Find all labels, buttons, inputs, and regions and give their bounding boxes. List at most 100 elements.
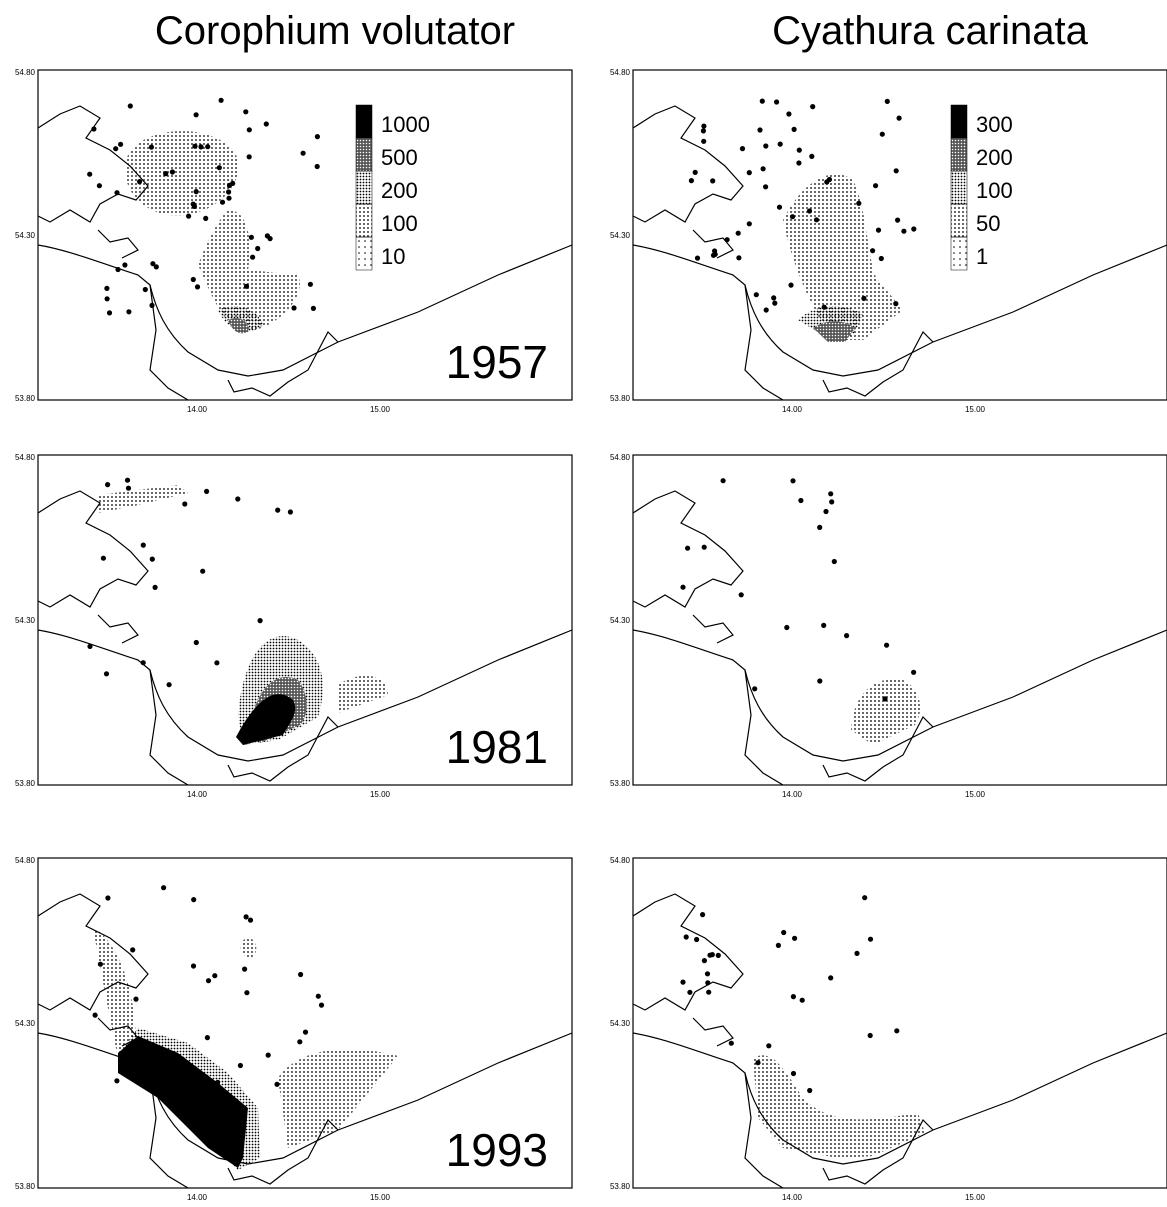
station: [163, 171, 168, 176]
station: [721, 478, 726, 483]
station: [747, 170, 752, 175]
station: [311, 306, 316, 311]
station: [884, 643, 889, 648]
density-area: [851, 679, 920, 745]
y-tick-label: 54.30: [610, 231, 631, 240]
station: [212, 973, 217, 978]
y-tick-label: 54.80: [15, 856, 36, 865]
year-label: 1957: [446, 336, 548, 388]
station: [150, 261, 155, 266]
station: [219, 98, 224, 103]
station: [796, 160, 801, 165]
density-area: [98, 485, 188, 513]
station: [93, 1013, 98, 1018]
station: [195, 1093, 200, 1098]
station: [143, 287, 148, 292]
station: [216, 1098, 221, 1103]
station: [319, 1003, 324, 1008]
legend-swatch: [951, 171, 967, 204]
legend-swatch: [951, 204, 967, 237]
station: [700, 912, 705, 917]
station: [244, 914, 249, 919]
station: [766, 1043, 771, 1048]
station: [186, 214, 191, 219]
station: [800, 998, 805, 1003]
y-tick-label: 54.80: [610, 68, 631, 77]
legend-label: 50: [976, 211, 1000, 236]
station: [893, 301, 898, 306]
station: [827, 177, 832, 182]
station: [128, 103, 133, 108]
station: [126, 309, 131, 314]
station: [192, 144, 197, 149]
station: [104, 286, 109, 291]
y-tick-label: 54.30: [610, 1019, 631, 1028]
station: [308, 282, 313, 287]
legend-swatch: [951, 237, 967, 270]
station: [113, 146, 118, 151]
density-area: [753, 1055, 925, 1158]
map-panel: 54.8054.3053.8014.0015.00: [610, 453, 1167, 799]
station: [205, 144, 210, 149]
y-tick-label: 54.30: [15, 616, 36, 625]
station: [739, 592, 744, 597]
station: [249, 235, 254, 240]
station: [694, 937, 699, 942]
station: [817, 678, 822, 683]
y-tick-label: 54.80: [15, 68, 36, 77]
x-tick-label: 15.00: [370, 1193, 391, 1202]
figure: Corophium volutator54.8054.3053.8014.001…: [0, 0, 1167, 1207]
legend-label: 1000: [381, 112, 430, 137]
station: [298, 972, 303, 977]
station: [772, 301, 777, 306]
station: [868, 937, 873, 942]
station: [873, 183, 878, 188]
station: [695, 256, 700, 261]
station: [150, 557, 155, 562]
station: [832, 559, 837, 564]
station: [810, 104, 815, 109]
station: [755, 1060, 760, 1065]
x-tick-label: 15.00: [370, 790, 391, 799]
legend-swatch: [356, 204, 372, 237]
station: [701, 124, 706, 129]
station: [791, 994, 796, 999]
coastline: [98, 230, 138, 258]
coastline: [633, 106, 743, 222]
station: [198, 1098, 203, 1103]
station: [752, 686, 757, 691]
x-tick-label: 14.00: [782, 405, 803, 414]
station: [191, 897, 196, 902]
station: [680, 585, 685, 590]
station: [265, 233, 270, 238]
coastline: [745, 285, 783, 400]
station: [182, 501, 187, 506]
station: [137, 179, 142, 184]
legend-label: 300: [976, 112, 1013, 137]
station: [870, 248, 875, 253]
station: [777, 205, 782, 210]
year-label: 1993: [446, 1124, 548, 1176]
station: [828, 491, 833, 496]
station: [684, 934, 689, 939]
station: [882, 696, 887, 701]
station: [788, 283, 793, 288]
legend-swatch: [356, 171, 372, 204]
station: [114, 190, 119, 195]
station: [247, 127, 252, 132]
station: [702, 958, 707, 963]
station: [244, 284, 249, 289]
station: [105, 895, 110, 900]
x-tick-label: 14.00: [187, 405, 208, 414]
station: [814, 217, 819, 222]
station: [797, 148, 802, 153]
station: [115, 267, 120, 272]
station: [792, 936, 797, 941]
station: [781, 930, 786, 935]
density-area: [241, 938, 257, 958]
station: [856, 201, 861, 206]
legend-label: 100: [381, 211, 418, 236]
station: [247, 154, 252, 159]
y-tick-label: 53.80: [610, 394, 631, 403]
y-tick-label: 54.30: [15, 231, 36, 240]
